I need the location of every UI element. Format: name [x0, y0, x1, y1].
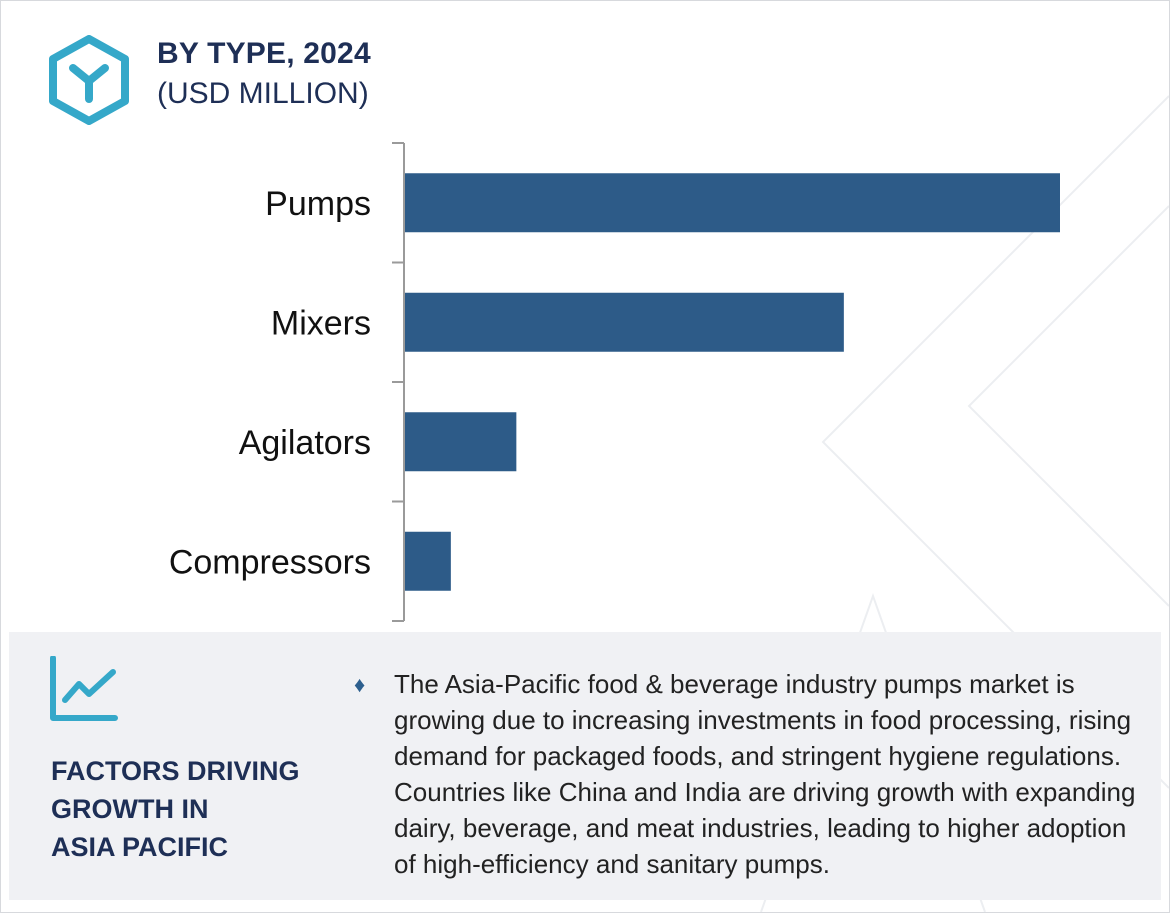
bar-pumps: [405, 173, 1060, 233]
chart-title: BY TYPE, 2024: [157, 37, 371, 70]
bar-compressors: [405, 531, 451, 591]
bar-chart: Pumps Mixers Agilators Compressors: [169, 142, 1060, 622]
category-label-compressors: Compressors: [169, 543, 371, 581]
factors-heading-line-3: ASIA PACIFIC: [51, 832, 229, 862]
factors-heading: FACTORS DRIVING GROWTH IN ASIA PACIFIC: [51, 752, 351, 866]
category-label-pumps: Pumps: [265, 185, 371, 223]
factors-heading-line-2: GROWTH IN: [51, 794, 209, 824]
growth-factors-panel: FACTORS DRIVING GROWTH IN ASIA PACIFIC ♦…: [9, 632, 1161, 900]
category-label-mixers: Mixers: [271, 304, 371, 342]
trend-line-chart-icon: [50, 656, 118, 721]
bar-agilators: [405, 412, 517, 472]
hexagon-y-icon: [49, 35, 129, 125]
bar-mixers: [405, 292, 844, 352]
factors-heading-line-1: FACTORS DRIVING: [51, 756, 300, 786]
diamond-bullet-icon: ♦: [354, 672, 366, 697]
factors-description: The Asia-Pacific food & beverage industr…: [394, 669, 1136, 879]
chart-subtitle: (USD MILLION): [157, 77, 369, 110]
category-label-agilators: Agilators: [239, 424, 371, 462]
